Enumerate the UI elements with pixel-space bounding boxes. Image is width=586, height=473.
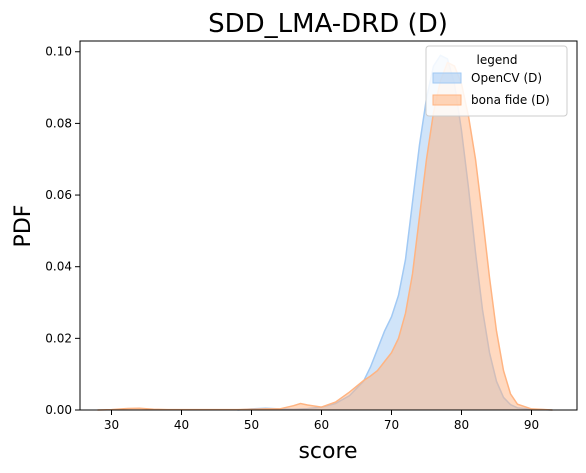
y-tick-label: 0.08 <box>45 116 72 130</box>
legend-title: legend <box>477 53 518 67</box>
x-tick-label: 50 <box>244 418 259 432</box>
x-tick-label: 70 <box>384 418 399 432</box>
legend-swatch-bona-fide <box>432 94 462 106</box>
y-tick-label: 0.06 <box>45 188 72 202</box>
y-axis-label: PDF <box>11 205 36 248</box>
chart-title: SDD_LMA-DRD (D) <box>208 9 448 39</box>
y-tick-label: 0.00 <box>45 403 72 417</box>
y-axis-ticks: 0.00 0.02 0.04 0.06 0.08 0.10 <box>45 45 80 417</box>
legend: legend OpenCV (D) bona fide (D) <box>425 45 568 117</box>
y-tick-label: 0.10 <box>45 45 72 59</box>
x-axis-ticks: 30 40 50 60 70 80 90 <box>104 410 539 432</box>
x-tick-label: 60 <box>314 418 329 432</box>
axes-frame <box>79 40 578 411</box>
density-area-bona-fide-d <box>97 62 553 410</box>
x-tick-label: 80 <box>454 418 469 432</box>
x-tick-label: 30 <box>104 418 119 432</box>
x-tick-label: 90 <box>524 418 539 432</box>
y-tick-label: 0.04 <box>45 260 72 274</box>
x-axis-label: score <box>298 439 357 464</box>
legend-swatch-opencv <box>432 72 462 84</box>
legend-label-opencv: OpenCV (D) <box>471 71 542 85</box>
x-tick-label: 40 <box>174 418 189 432</box>
y-tick-label: 0.02 <box>45 331 72 345</box>
legend-label-bona-fide: bona fide (D) <box>471 93 550 107</box>
